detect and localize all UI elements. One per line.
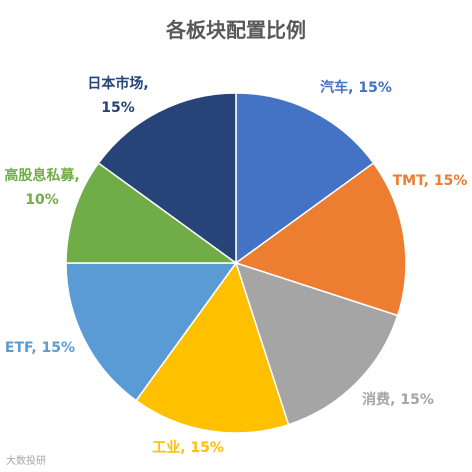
pie-slice-1 [234, 162, 407, 317]
pie-slice-2 [234, 261, 399, 426]
pie-slice-0 [235, 92, 375, 265]
slice-label-4: ETF, 15% [5, 340, 75, 356]
pie-slice-3 [135, 261, 290, 434]
watermark-text: 大数投研 [6, 456, 46, 467]
slice-label-3: 工业, 15% [152, 440, 224, 456]
pie-slice-6 [97, 92, 237, 265]
slice-label-2: 消费, 15% [362, 391, 434, 408]
pie-slice-4 [65, 262, 238, 402]
slice-label-1: TMT, 15% [393, 173, 468, 189]
slice-label-0: 汽车, 15% [320, 79, 392, 96]
chart-title: 各板块配置比例 [166, 18, 306, 42]
slice-label-5: 高股息私募, 10% [4, 167, 79, 208]
pie-slice-5 [65, 162, 239, 264]
slice-label-6: 日本市场, 15% [87, 75, 148, 116]
